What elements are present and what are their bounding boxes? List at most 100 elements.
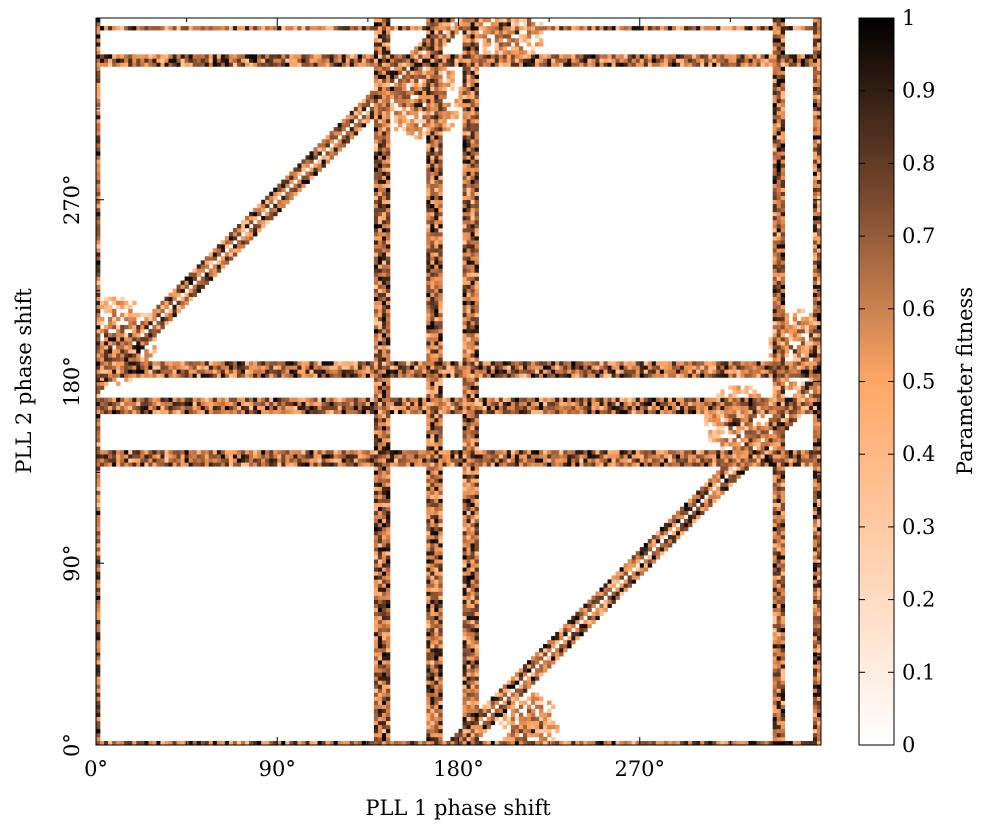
- heatmap-cell: [535, 696, 540, 701]
- heatmap-cell: [438, 34, 443, 39]
- heatmap-cell: [377, 365, 383, 370]
- heatmap-cell: [96, 639, 101, 645]
- heatmap-cell: [353, 58, 359, 63]
- heatmap-cell: [470, 639, 475, 645]
- heatmap-cell: [377, 644, 383, 649]
- heatmap-cell: [337, 405, 342, 411]
- heatmap-cell: [224, 405, 230, 411]
- heatmap-cell: [297, 450, 302, 455]
- heatmap-cell: [510, 720, 516, 726]
- heatmap-cell: [377, 179, 383, 184]
- heatmap-cell: [349, 26, 355, 31]
- heatmap-cell: [104, 54, 109, 59]
- heatmap-cell: [426, 668, 431, 673]
- heatmap-cell: [531, 720, 536, 726]
- heatmap-cell: [140, 337, 145, 342]
- heatmap-cell: [438, 603, 443, 608]
- heatmap-cell: [430, 361, 435, 366]
- heatmap-cell: [232, 232, 238, 237]
- heatmap-cell: [386, 736, 391, 742]
- heatmap-cell: [502, 397, 508, 402]
- heatmap-cell: [430, 82, 435, 87]
- heatmap-cell: [462, 522, 467, 528]
- heatmap-cell: [257, 462, 262, 467]
- heatmap-cell: [148, 316, 153, 322]
- heatmap-cell: [377, 534, 383, 540]
- heatmap-cell: [120, 458, 125, 463]
- heatmap-cell: [422, 118, 427, 124]
- heatmap-cell: [128, 62, 133, 67]
- heatmap-cell: [539, 409, 544, 415]
- heatmap-cell: [430, 389, 435, 394]
- heatmap-cell: [394, 90, 399, 96]
- heatmap-cell: [446, 26, 451, 31]
- heatmap-cell: [543, 668, 548, 673]
- heatmap-cell: [486, 704, 492, 709]
- heatmap-cell: [526, 409, 532, 415]
- heatmap-cell: [381, 692, 387, 697]
- heatmap-cell: [386, 672, 391, 677]
- heatmap-cell: [168, 58, 173, 63]
- heatmap-cell: [257, 458, 262, 463]
- heatmap-cell: [466, 425, 471, 431]
- heatmap-cell: [430, 539, 435, 544]
- heatmap-cell: [100, 381, 105, 386]
- heatmap-cell: [470, 583, 475, 588]
- heatmap-cell: [474, 337, 479, 342]
- heatmap-cell: [386, 365, 391, 370]
- heatmap-cell: [494, 62, 500, 67]
- heatmap-cell: [381, 90, 387, 96]
- heatmap-cell: [402, 82, 407, 87]
- heatmap-cell: [200, 62, 206, 67]
- heatmap-cell: [394, 454, 399, 459]
- heatmap-cell: [406, 458, 411, 463]
- heatmap-cell: [373, 268, 379, 273]
- heatmap-cell: [386, 652, 391, 657]
- heatmap-cell: [241, 458, 246, 463]
- heatmap-cell: [426, 284, 431, 289]
- heatmap-cell: [486, 700, 492, 705]
- heatmap-cell: [96, 207, 101, 213]
- heatmap-cell: [426, 692, 431, 697]
- heatmap-cell: [430, 18, 435, 23]
- heatmap-cell: [466, 211, 471, 217]
- heatmap-cell: [116, 369, 121, 374]
- heatmap-cell: [373, 413, 379, 419]
- heatmap-cell: [377, 474, 383, 479]
- heatmap-cell: [434, 619, 439, 625]
- heatmap-cell: [474, 276, 479, 281]
- heatmap-cell: [474, 288, 479, 293]
- heatmap-cell: [212, 373, 218, 378]
- heatmap-cell: [321, 147, 326, 152]
- heatmap-cell: [402, 369, 407, 374]
- heatmap-cell: [462, 639, 467, 645]
- heatmap-cell: [277, 361, 282, 366]
- heatmap-cell: [200, 260, 206, 265]
- heatmap-cell: [478, 458, 483, 463]
- heatmap-cell: [176, 284, 181, 289]
- heatmap-cell: [438, 175, 443, 180]
- heatmap-cell: [470, 498, 475, 503]
- heatmap-cell: [510, 736, 516, 742]
- heatmap-cell: [333, 26, 338, 31]
- heatmap-cell: [337, 397, 342, 402]
- heatmap-cell: [535, 458, 540, 463]
- heatmap-cell: [434, 409, 439, 415]
- heatmap-cell: [462, 316, 467, 322]
- heatmap-cell: [522, 724, 528, 730]
- heatmap-cell: [377, 139, 383, 144]
- heatmap-cell: [208, 260, 214, 265]
- heatmap-cell: [410, 78, 415, 83]
- heatmap-cell: [200, 450, 206, 455]
- heatmap-cell: [212, 62, 218, 67]
- heatmap-cell: [462, 377, 467, 382]
- heatmap-cell: [204, 409, 210, 415]
- heatmap-cell: [317, 405, 322, 411]
- heatmap-cell: [386, 320, 391, 326]
- heatmap-cell: [216, 462, 222, 467]
- heatmap-cell: [430, 118, 435, 124]
- heatmap-cell: [470, 82, 475, 87]
- heatmap-cell: [277, 373, 282, 378]
- heatmap-cell: [531, 58, 536, 63]
- heatmap-cell: [257, 373, 262, 378]
